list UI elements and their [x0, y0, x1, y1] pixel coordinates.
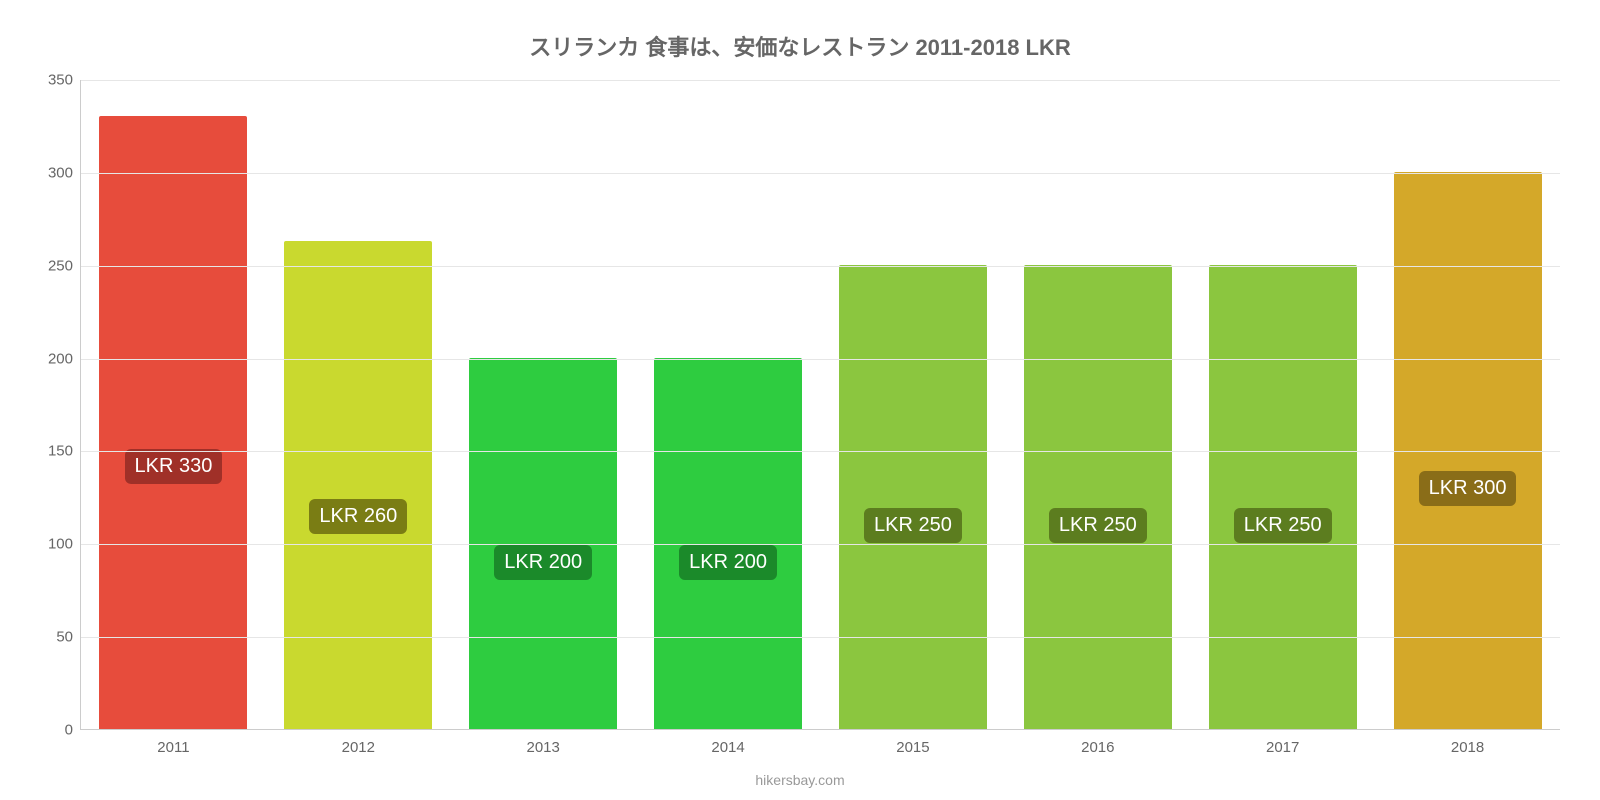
- x-tick-label: 2015: [896, 729, 929, 756]
- y-tick-label: 200: [48, 350, 81, 367]
- y-tick-label: 0: [65, 722, 81, 739]
- y-tick-label: 250: [48, 257, 81, 274]
- x-tick-label: 2018: [1451, 729, 1484, 756]
- chart-container: スリランカ 食事は、安価なレストラン 2011-2018 LKR LKR 330…: [0, 0, 1600, 800]
- x-tick-label: 2014: [711, 729, 744, 756]
- gridline: [81, 451, 1560, 452]
- bar-slot: LKR 2602012: [266, 241, 451, 729]
- bar: LKR 200: [469, 358, 617, 729]
- bar: LKR 250: [839, 265, 987, 729]
- gridline: [81, 637, 1560, 638]
- bar-value-label: LKR 250: [1234, 508, 1332, 543]
- y-tick-label: 150: [48, 443, 81, 460]
- gridline: [81, 544, 1560, 545]
- bar-value-label: LKR 260: [309, 499, 407, 534]
- x-tick-label: 2011: [157, 729, 189, 756]
- bar-slot: LKR 2502015: [821, 265, 1006, 729]
- gridline: [81, 359, 1560, 360]
- credit-text: hikersbay.com: [0, 772, 1600, 788]
- y-tick-label: 350: [48, 72, 81, 89]
- y-tick-label: 300: [48, 164, 81, 181]
- bar-slot: LKR 2502016: [1005, 265, 1190, 729]
- x-tick-label: 2017: [1266, 729, 1299, 756]
- bar: LKR 260: [284, 241, 432, 729]
- x-tick-label: 2013: [527, 729, 560, 756]
- bar-value-label: LKR 300: [1419, 471, 1517, 506]
- bar: LKR 250: [1024, 265, 1172, 729]
- bar-value-label: LKR 250: [1049, 508, 1147, 543]
- bar: LKR 250: [1209, 265, 1357, 729]
- bar-slot: LKR 2002013: [451, 358, 636, 729]
- y-tick-label: 100: [48, 536, 81, 553]
- gridline: [81, 173, 1560, 174]
- bars-row: LKR 3302011LKR 2602012LKR 2002013LKR 200…: [81, 80, 1560, 729]
- plot-area: LKR 3302011LKR 2602012LKR 2002013LKR 200…: [80, 80, 1560, 730]
- bar: LKR 200: [654, 358, 802, 729]
- bar-value-label: LKR 250: [864, 508, 962, 543]
- y-tick-label: 50: [56, 629, 81, 646]
- chart-title: スリランカ 食事は、安価なレストラン 2011-2018 LKR: [0, 30, 1600, 62]
- bar-slot: LKR 2502017: [1190, 265, 1375, 729]
- gridline: [81, 266, 1560, 267]
- bar-slot: LKR 3002018: [1375, 172, 1560, 729]
- bar-value-label: LKR 330: [125, 449, 223, 484]
- bar: LKR 300: [1394, 172, 1542, 729]
- bar-slot: LKR 2002014: [636, 358, 821, 729]
- gridline: [81, 80, 1560, 81]
- x-tick-label: 2016: [1081, 729, 1114, 756]
- x-tick-label: 2012: [342, 729, 375, 756]
- bar-value-label: LKR 200: [494, 545, 592, 580]
- bar-value-label: LKR 200: [679, 545, 777, 580]
